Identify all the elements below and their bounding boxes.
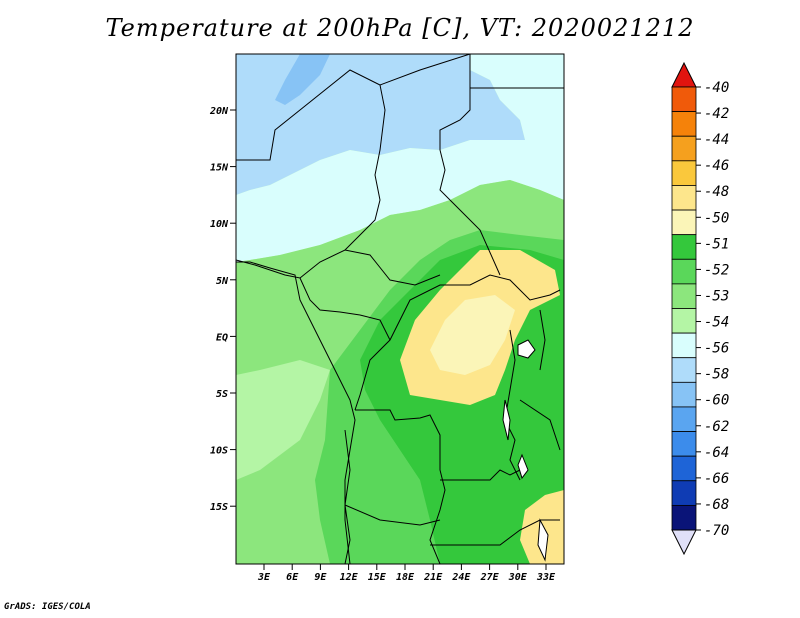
- colorbar-label: -70: [704, 523, 729, 539]
- colorbar-bottom-arrow: [671, 529, 697, 556]
- colorbar-bin: [671, 406, 697, 432]
- lat-tick-label: 20N: [209, 106, 229, 117]
- colorbar-bin: [671, 455, 697, 482]
- lakes: [502, 339, 549, 562]
- coastline: [236, 261, 356, 564]
- colorbar-label: -40: [704, 80, 729, 96]
- temperature-field: [236, 54, 564, 564]
- lon-tick-label: 9E: [314, 572, 327, 583]
- lon-tick-label: 24E: [451, 572, 471, 583]
- colorbar-bin: [671, 185, 697, 211]
- colorbar-bin: [671, 332, 697, 359]
- colorbar-bin: [671, 357, 697, 383]
- colorbar-label: -53: [704, 288, 729, 304]
- credit-text: GrADS: IGES/COLA: [4, 602, 91, 612]
- lat-tick-label: 5N: [216, 276, 229, 287]
- colorbar-bin: [671, 504, 697, 531]
- lon-tick-label: 6E: [286, 572, 299, 583]
- colorbar-label: -48: [704, 184, 729, 200]
- colorbar-bin: [671, 160, 697, 186]
- map-frame: [235, 53, 565, 565]
- colorbar-bin: [671, 283, 697, 309]
- colorbar-label: -62: [704, 419, 729, 435]
- colorbar-bin: [671, 381, 697, 408]
- lon-tick-label: 12E: [340, 572, 359, 583]
- colorbar-label: -66: [704, 471, 729, 487]
- lat-tick-label: 15N: [210, 163, 229, 174]
- colorbar-top-arrow: [671, 61, 697, 88]
- lon-tick-label: 3E: [257, 572, 271, 583]
- lon-tick-label: 27E: [480, 572, 500, 583]
- colorbar: -40 -42 -44 -46 -48 -50 -51 -52 -53 -54 -56 -58 -60 -…: [671, 61, 729, 556]
- zone-sahel: [236, 54, 564, 262]
- colorbar-label: -64: [704, 445, 729, 461]
- colorbar-bin: [671, 135, 697, 162]
- colorbar-label: -68: [704, 497, 729, 513]
- colorbar-bin: [671, 480, 697, 506]
- colorbar-label: -50: [704, 210, 729, 226]
- colorbar-bin: [671, 111, 697, 137]
- zone-north-cold: [236, 54, 525, 195]
- lon-tick-label: 30E: [508, 572, 528, 583]
- colorbar-bin: [671, 431, 697, 457]
- colorbar-bin: [671, 86, 697, 113]
- colorbar-label: -44: [704, 132, 729, 148]
- colorbar-bin: [671, 258, 697, 285]
- lon-tick-label: 18E: [396, 572, 415, 583]
- lat-tick-label: 10S: [210, 446, 228, 457]
- latitude-axis: 20N 15N 10N 5N EQ 5S 10S 15S: [209, 106, 236, 513]
- colorbar-label: -60: [704, 393, 729, 409]
- lat-tick-label: EQ: [216, 332, 228, 343]
- colorbar-label: -42: [704, 106, 729, 122]
- colorbar-bin: [671, 234, 697, 260]
- lon-tick-label: 33E: [536, 572, 556, 583]
- colorbar-bin: [671, 308, 697, 334]
- zone-congo-core: [430, 295, 515, 375]
- colorbar-label: -56: [704, 341, 729, 357]
- map-title: Temperature at 200hPa [C], VT: 202002121…: [105, 14, 695, 42]
- colorbar-bin: [671, 209, 697, 236]
- colorbar-label: -58: [704, 367, 729, 383]
- longitude-axis: 3E 6E 9E 12E 15E 18E 21E 24E 27E 30E 33E: [257, 564, 556, 583]
- colorbar-label: -54: [704, 315, 729, 331]
- lon-tick-label: 21E: [423, 572, 443, 583]
- lon-tick-label: 15E: [368, 572, 387, 583]
- lat-tick-label: 15S: [210, 502, 228, 513]
- colorbar-label: -51: [704, 236, 729, 252]
- lat-tick-label: 5S: [216, 389, 228, 400]
- colorbar-label: -52: [704, 262, 729, 278]
- lat-tick-label: 10N: [210, 219, 229, 230]
- zone-north-coldest: [275, 54, 330, 105]
- colorbar-label: -46: [704, 158, 729, 174]
